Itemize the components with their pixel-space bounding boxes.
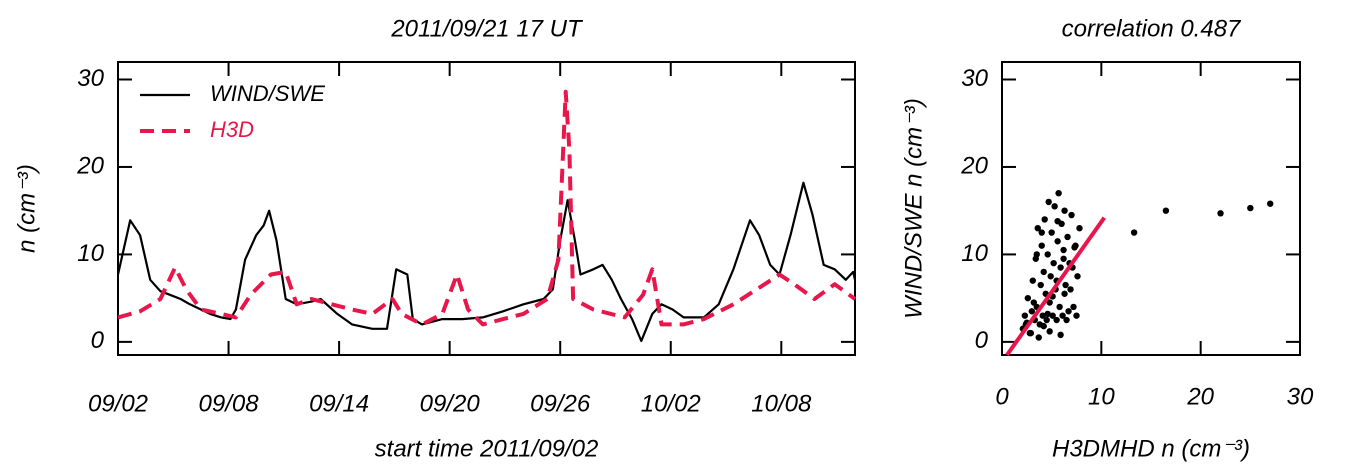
- chart-title: 2011/09/21 17 UT: [390, 15, 584, 42]
- y-axis-label: n (cm⁻³): [13, 164, 40, 253]
- legend-label: WIND/SWE: [210, 81, 325, 106]
- x-axis-label: start time 2011/09/02: [375, 435, 599, 462]
- scatter-point: [1057, 264, 1064, 271]
- scatter-point: [1046, 299, 1053, 306]
- y-tick-label: 30: [77, 65, 104, 92]
- scatter-point: [1046, 328, 1053, 335]
- scatter-point: [1038, 242, 1045, 249]
- x-tick-label: 10/02: [641, 390, 701, 417]
- scatter-point: [1065, 308, 1072, 315]
- y-tick-label: 30: [961, 65, 988, 92]
- scatter-point: [1034, 224, 1041, 232]
- scatter-point: [1060, 255, 1067, 262]
- scatter-point: [1064, 233, 1071, 241]
- scatter-point: [1040, 322, 1047, 330]
- x-tick-label: 20: [1186, 383, 1214, 410]
- scatter-point: [1037, 281, 1044, 289]
- scatter-point: [1267, 200, 1274, 207]
- scatter-point: [1051, 203, 1058, 210]
- scatter-point: [1063, 316, 1070, 324]
- scatter-point: [1049, 312, 1056, 319]
- scatter-point: [1053, 316, 1060, 324]
- scatter-point: [1071, 244, 1078, 251]
- x-tick-label: 10: [1088, 383, 1115, 410]
- x-tick-label: 30: [1287, 383, 1314, 410]
- scatter-point: [1041, 216, 1048, 223]
- y-axis-label: WIND/SWE n (cm⁻³): [900, 98, 927, 319]
- x-tick-label: 0: [995, 383, 1009, 410]
- scatter-point: [1076, 224, 1083, 232]
- scatter-point: [1040, 268, 1047, 276]
- scatter-point: [1030, 299, 1037, 306]
- scatter-point: [1060, 246, 1067, 254]
- scatter-point: [1055, 189, 1062, 197]
- y-tick-label: 10: [77, 240, 104, 267]
- scatter-point: [1057, 331, 1064, 339]
- scatter-point: [1074, 273, 1081, 280]
- x-axis-label: H3DMHD n (cm⁻³): [1052, 435, 1250, 462]
- scatter-point: [1067, 286, 1074, 293]
- x-tick-label: 09/02: [88, 390, 148, 417]
- y-tick-label: 20: [76, 152, 104, 179]
- scatter-point: [1033, 251, 1040, 258]
- scatter-point: [1047, 273, 1054, 280]
- scatter-point: [1035, 334, 1042, 341]
- scatter-point: [1162, 207, 1170, 214]
- x-tick-label: 09/26: [530, 390, 591, 417]
- scatter-point: [1024, 294, 1032, 302]
- scatter-point: [1056, 303, 1063, 311]
- y-tick-label: 0: [975, 327, 989, 354]
- scatter-point: [1054, 238, 1061, 245]
- plot-frame: [117, 61, 856, 356]
- scatter-point: [1044, 310, 1051, 318]
- x-tick-label: 09/20: [420, 390, 481, 417]
- scatter-point: [1028, 308, 1036, 315]
- scatter-point: [1027, 329, 1035, 337]
- scatter-point: [1048, 229, 1055, 236]
- scatter-point: [1029, 277, 1036, 284]
- scatter-point: [1061, 290, 1068, 297]
- x-tick-label: 10/08: [751, 390, 812, 417]
- x-tick-label: 09/08: [199, 390, 260, 417]
- scatter-point: [1061, 207, 1068, 214]
- scatter-point: [1038, 229, 1045, 236]
- scatter-point: [1062, 281, 1069, 289]
- scatter-point: [1070, 303, 1077, 311]
- scatter-point: [1044, 251, 1051, 258]
- x-tick-label: 09/14: [309, 390, 369, 417]
- scatter-point: [1050, 259, 1057, 267]
- scatter-point: [1247, 204, 1254, 212]
- plot-frame: [1001, 61, 1301, 356]
- fit-line: [1005, 216, 1106, 357]
- y-tick-label: 20: [960, 152, 988, 179]
- scatter-point: [1068, 211, 1075, 219]
- scatter-point: [1054, 217, 1061, 225]
- scatter-point: [1043, 316, 1050, 324]
- y-tick-label: 10: [961, 240, 988, 267]
- scatter-point: [1045, 198, 1052, 206]
- scatter-point: [1130, 229, 1138, 236]
- data-line: [116, 181, 857, 343]
- legend-label: H3D: [210, 117, 254, 142]
- scatter-point: [1217, 210, 1224, 217]
- scatter-point: [1059, 312, 1066, 319]
- chart-title: correlation 0.487: [1062, 15, 1242, 42]
- scatter-point: [1073, 312, 1080, 319]
- y-tick-label: 0: [91, 327, 105, 354]
- scatter-point: [1021, 312, 1029, 319]
- scatter-point: [1039, 312, 1046, 319]
